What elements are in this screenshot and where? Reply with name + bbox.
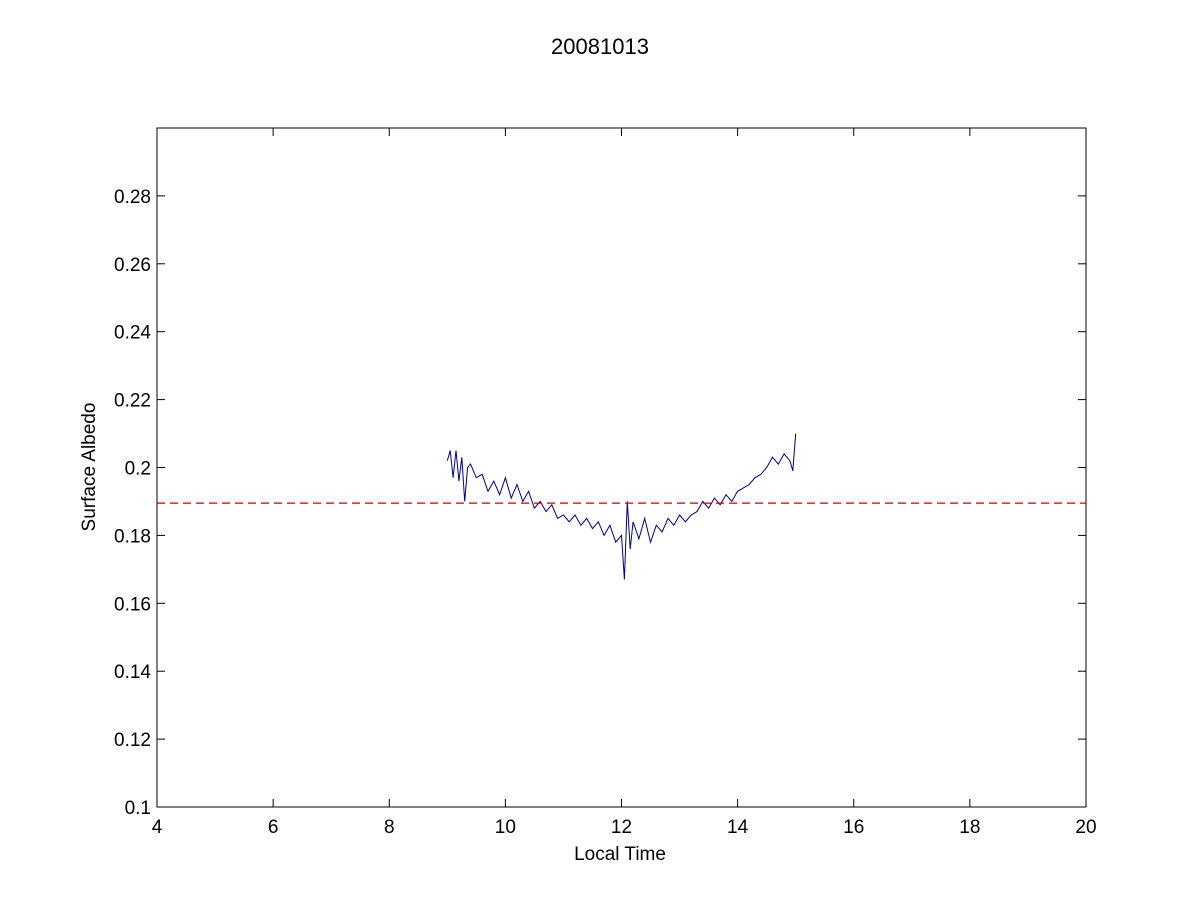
series-layer [157,433,1086,580]
albedo-series-line [446,433,797,580]
x-axis-label: Local Time [574,844,666,865]
y-tick-label: 0.22 [114,391,151,412]
y-tick-label: 0.14 [114,662,151,683]
y-tick-label: 0.1 [125,798,151,819]
x-tick-label: 8 [384,817,395,838]
y-tick-label: 0.2 [125,459,151,480]
x-tick-label: 20 [1075,817,1096,838]
x-tick-label: 4 [152,817,163,838]
y-tick-label: 0.26 [114,255,151,276]
chart-title: 20081013 [551,34,649,59]
y-tick-label: 0.28 [114,187,151,208]
axis-ticks: 4 6 8 10 12 14 16 18 20 0.1 0.12 0.14 0.16 0.18 0.2 0.2… [114,128,1097,838]
x-tick-label: 16 [843,817,864,838]
x-tick-label: 18 [959,817,980,838]
x-tick-label: 10 [495,817,516,838]
x-tick-label: 12 [611,817,632,838]
x-tick-label: 6 [268,817,279,838]
y-tick-label: 0.24 [114,323,151,344]
y-tick-label: 0.16 [114,594,151,615]
y-tick-label: 0.12 [114,730,151,751]
y-tick-label: 0.18 [114,526,151,547]
x-tick-label: 14 [727,817,749,838]
y-axis-label: Surface Albedo [79,403,100,532]
